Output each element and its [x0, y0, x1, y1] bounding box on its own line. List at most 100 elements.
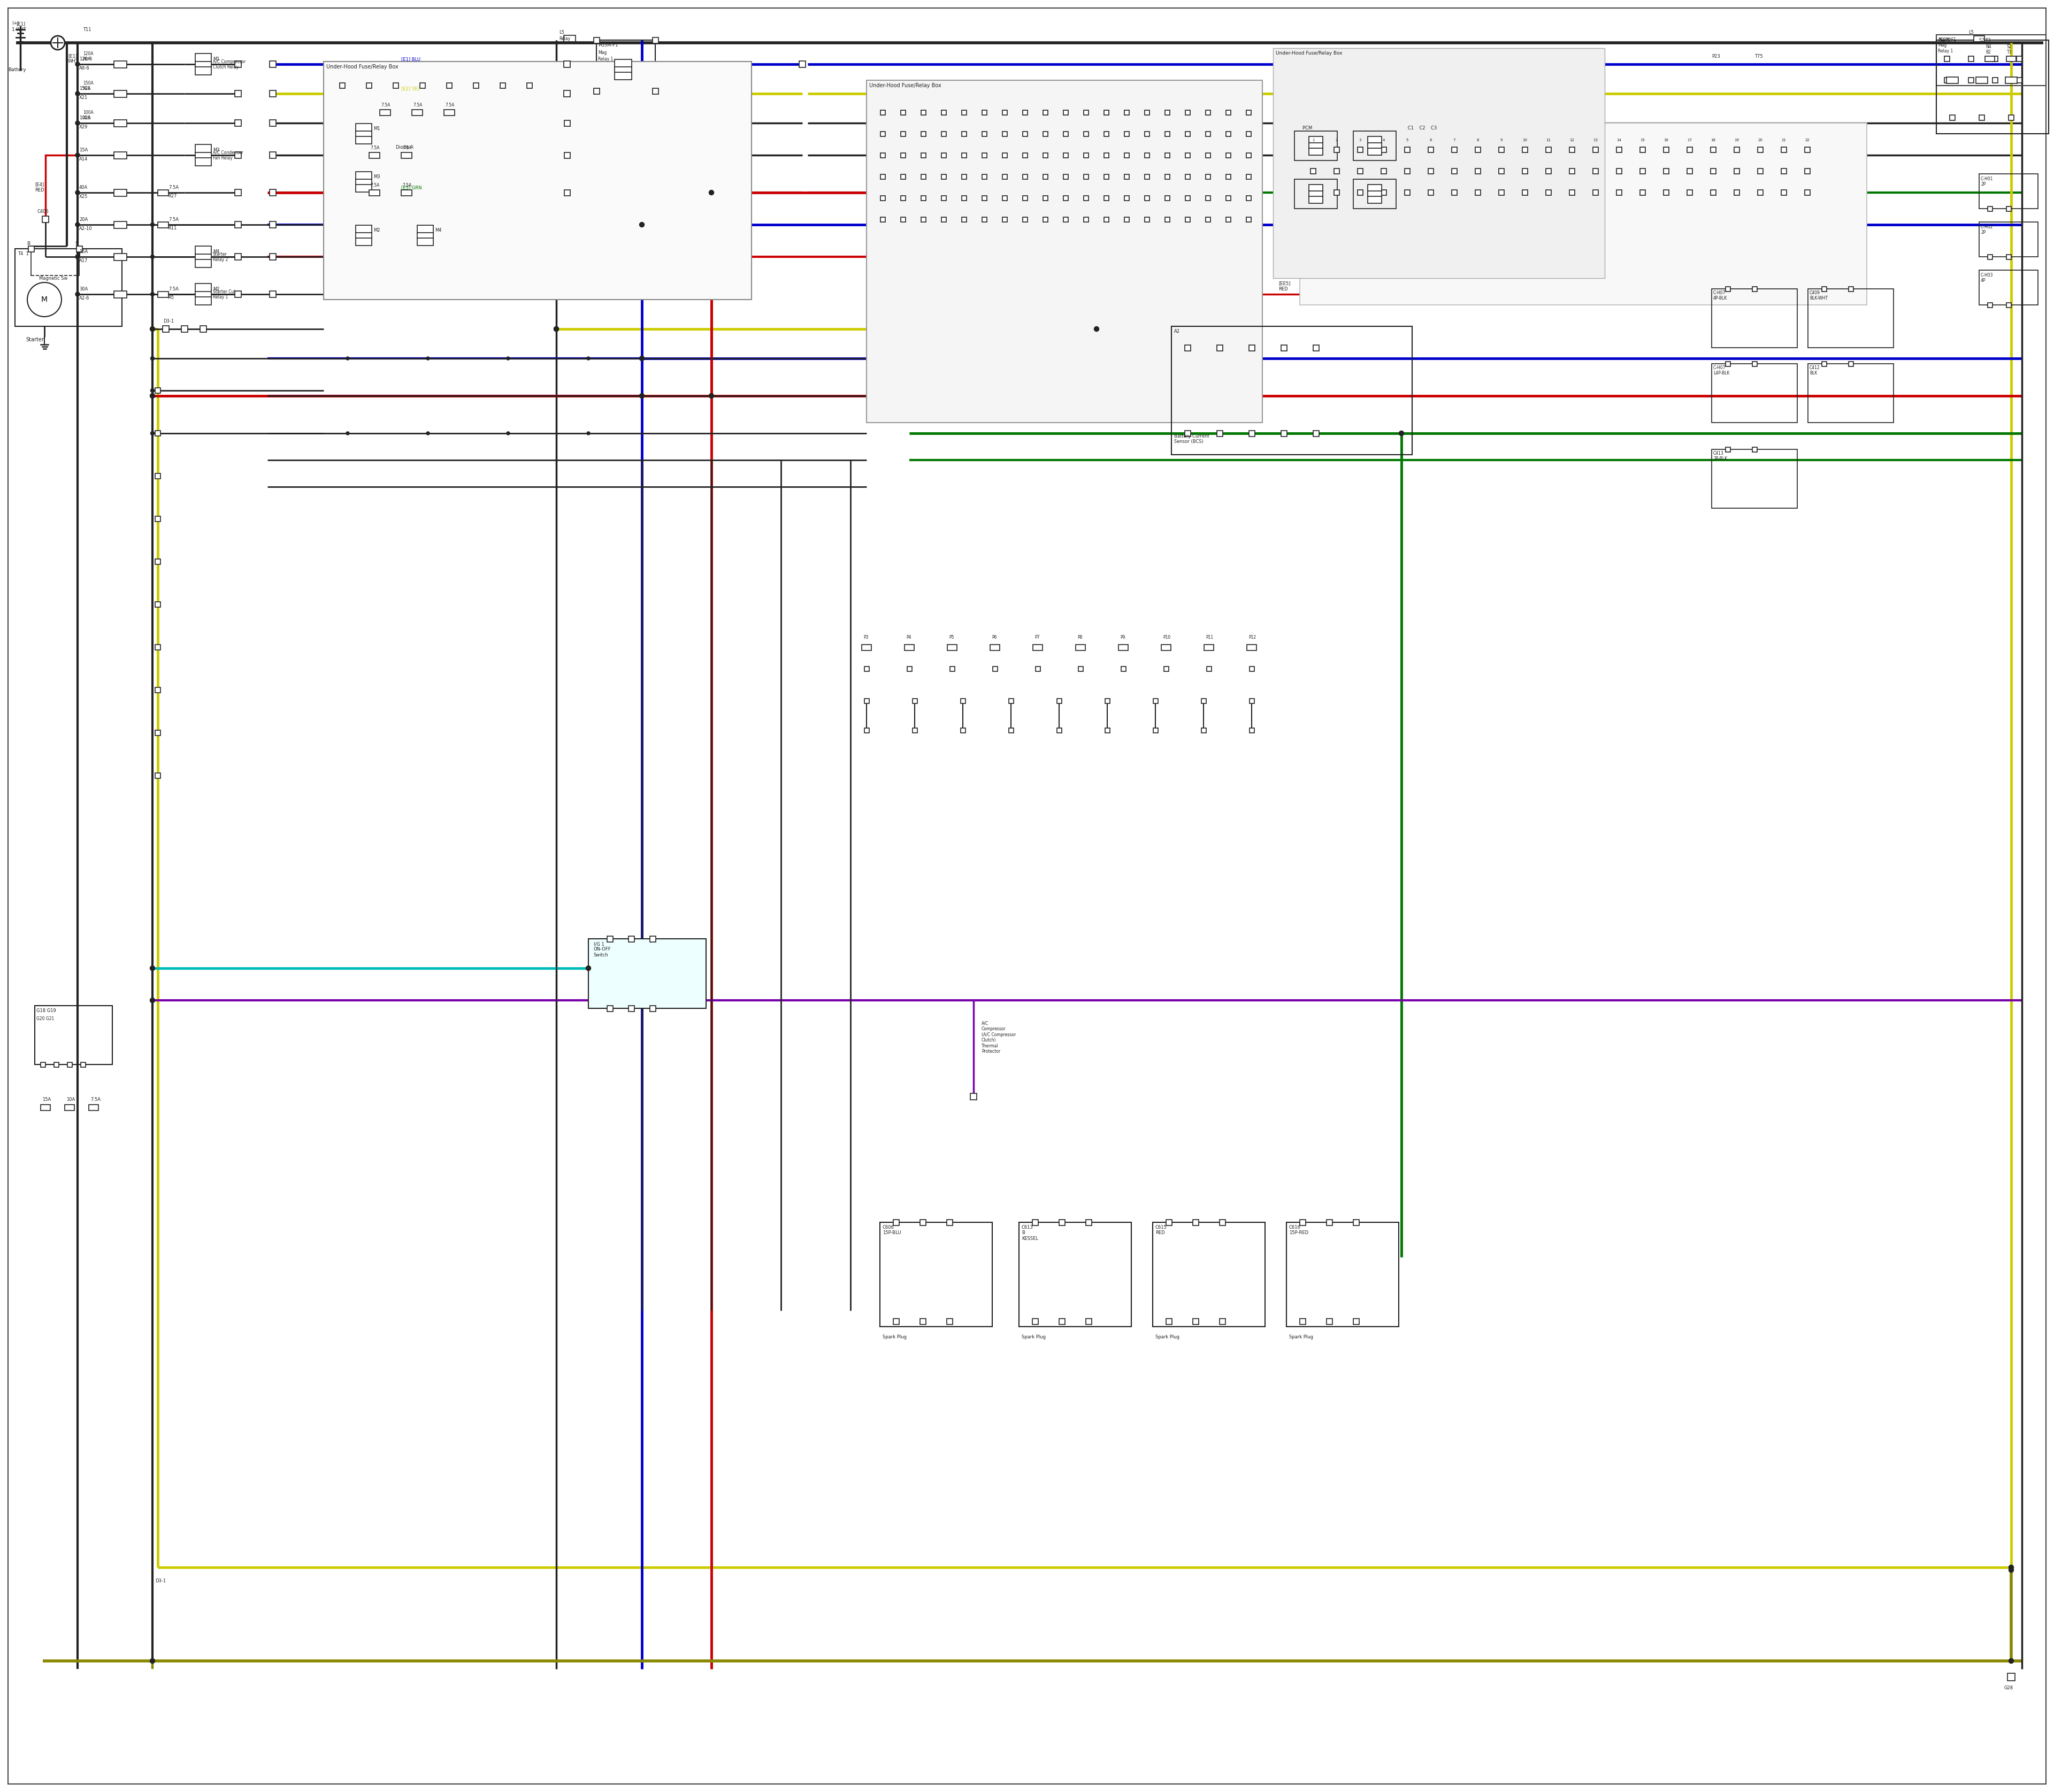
Bar — [1058, 1319, 1064, 1324]
Circle shape — [27, 283, 62, 317]
Bar — [629, 1005, 635, 1011]
Bar — [269, 222, 275, 228]
Circle shape — [150, 222, 154, 226]
Circle shape — [507, 432, 509, 435]
Bar — [1333, 147, 1339, 152]
Text: Diode A: Diode A — [396, 145, 413, 151]
Bar — [961, 109, 965, 115]
Bar — [1569, 190, 1575, 195]
Bar — [1152, 728, 1158, 733]
Bar — [528, 82, 532, 88]
Bar — [14, 249, 121, 326]
Bar — [1354, 179, 1397, 208]
Bar — [1082, 217, 1089, 222]
Bar — [1354, 131, 1397, 161]
Bar — [113, 120, 127, 127]
Text: D3-1: D3-1 — [156, 1579, 166, 1584]
Bar — [1937, 39, 2048, 134]
Bar — [1043, 174, 1048, 179]
Bar — [1124, 152, 1130, 158]
Text: 11: 11 — [1547, 138, 1551, 142]
Bar — [1144, 195, 1150, 201]
Text: 20: 20 — [1758, 138, 1762, 142]
Text: Spark Plug: Spark Plug — [1290, 1335, 1313, 1339]
Bar — [1286, 1222, 1399, 1326]
Bar — [1002, 217, 1006, 222]
Bar — [162, 326, 168, 332]
Text: Battery: Battery — [8, 68, 27, 72]
Text: Under-Hood Fuse/Relay Box: Under-Hood Fuse/Relay Box — [869, 82, 941, 88]
Text: C-H02
2P: C-H02 2P — [1980, 224, 1992, 235]
Bar — [649, 935, 655, 943]
Bar — [1056, 728, 1062, 733]
Bar — [1734, 147, 1740, 152]
Bar — [1031, 1319, 1037, 1324]
Bar — [1144, 152, 1150, 158]
Text: 120A: 120A — [80, 57, 90, 61]
Bar — [355, 226, 372, 246]
Bar — [1185, 174, 1189, 179]
Bar — [1171, 326, 1413, 455]
Text: 10A: 10A — [66, 1097, 76, 1102]
Bar — [1980, 174, 2038, 208]
Bar — [1002, 109, 1006, 115]
Bar — [269, 253, 275, 260]
Bar — [195, 283, 212, 305]
Bar — [1249, 667, 1255, 670]
Text: X27: X27 — [168, 194, 177, 199]
Text: A2: A2 — [1175, 330, 1179, 333]
Bar — [1752, 446, 1756, 452]
Bar — [1725, 446, 1729, 452]
Bar — [1023, 152, 1027, 158]
Text: 7.5A: 7.5A — [168, 185, 179, 190]
Bar — [1822, 362, 1826, 366]
Bar — [982, 195, 986, 201]
Bar — [1664, 147, 1668, 152]
Text: Starter
Relay 2: Starter Relay 2 — [214, 251, 228, 262]
Bar — [156, 473, 160, 478]
Bar — [1522, 147, 1528, 152]
Bar — [881, 195, 885, 201]
Text: 7.5A: 7.5A — [446, 102, 454, 108]
Text: 18: 18 — [1711, 138, 1715, 142]
Text: C-H07
4P-BLK: C-H07 4P-BLK — [1713, 290, 1727, 301]
Bar — [1249, 430, 1255, 435]
Bar — [1167, 1319, 1171, 1324]
Circle shape — [150, 292, 154, 296]
Bar — [947, 645, 957, 650]
Bar — [1734, 168, 1740, 174]
Text: 40A: 40A — [80, 185, 88, 190]
Circle shape — [1399, 430, 1403, 435]
Bar — [413, 109, 423, 115]
Text: P10: P10 — [1163, 634, 1171, 640]
Bar — [961, 728, 965, 733]
Bar — [1078, 667, 1082, 670]
Bar — [565, 152, 569, 158]
Bar — [156, 430, 160, 435]
Bar — [1124, 195, 1130, 201]
Circle shape — [639, 357, 645, 360]
Bar — [920, 174, 926, 179]
Bar — [1664, 168, 1668, 174]
Bar — [1594, 168, 1598, 174]
Bar — [865, 699, 869, 702]
Circle shape — [51, 36, 66, 50]
Bar — [41, 1063, 45, 1066]
Bar — [1327, 1219, 1333, 1226]
Bar — [1273, 48, 1604, 278]
Bar — [881, 217, 885, 222]
Text: P9: P9 — [1119, 634, 1126, 640]
Bar — [1968, 77, 1974, 82]
Bar — [1056, 699, 1062, 702]
Text: PCM                                                                    C1    C2 : PCM C1 C2 — [1302, 125, 1438, 131]
Bar — [41, 1104, 49, 1111]
Circle shape — [709, 190, 715, 195]
Circle shape — [76, 190, 80, 195]
Bar — [195, 246, 212, 267]
Bar — [893, 1319, 900, 1324]
Bar — [1522, 190, 1528, 195]
Text: 3: 3 — [1360, 138, 1362, 142]
Bar — [1064, 131, 1068, 136]
Text: A2-10: A2-10 — [80, 226, 92, 231]
Text: 4: 4 — [1382, 138, 1384, 142]
